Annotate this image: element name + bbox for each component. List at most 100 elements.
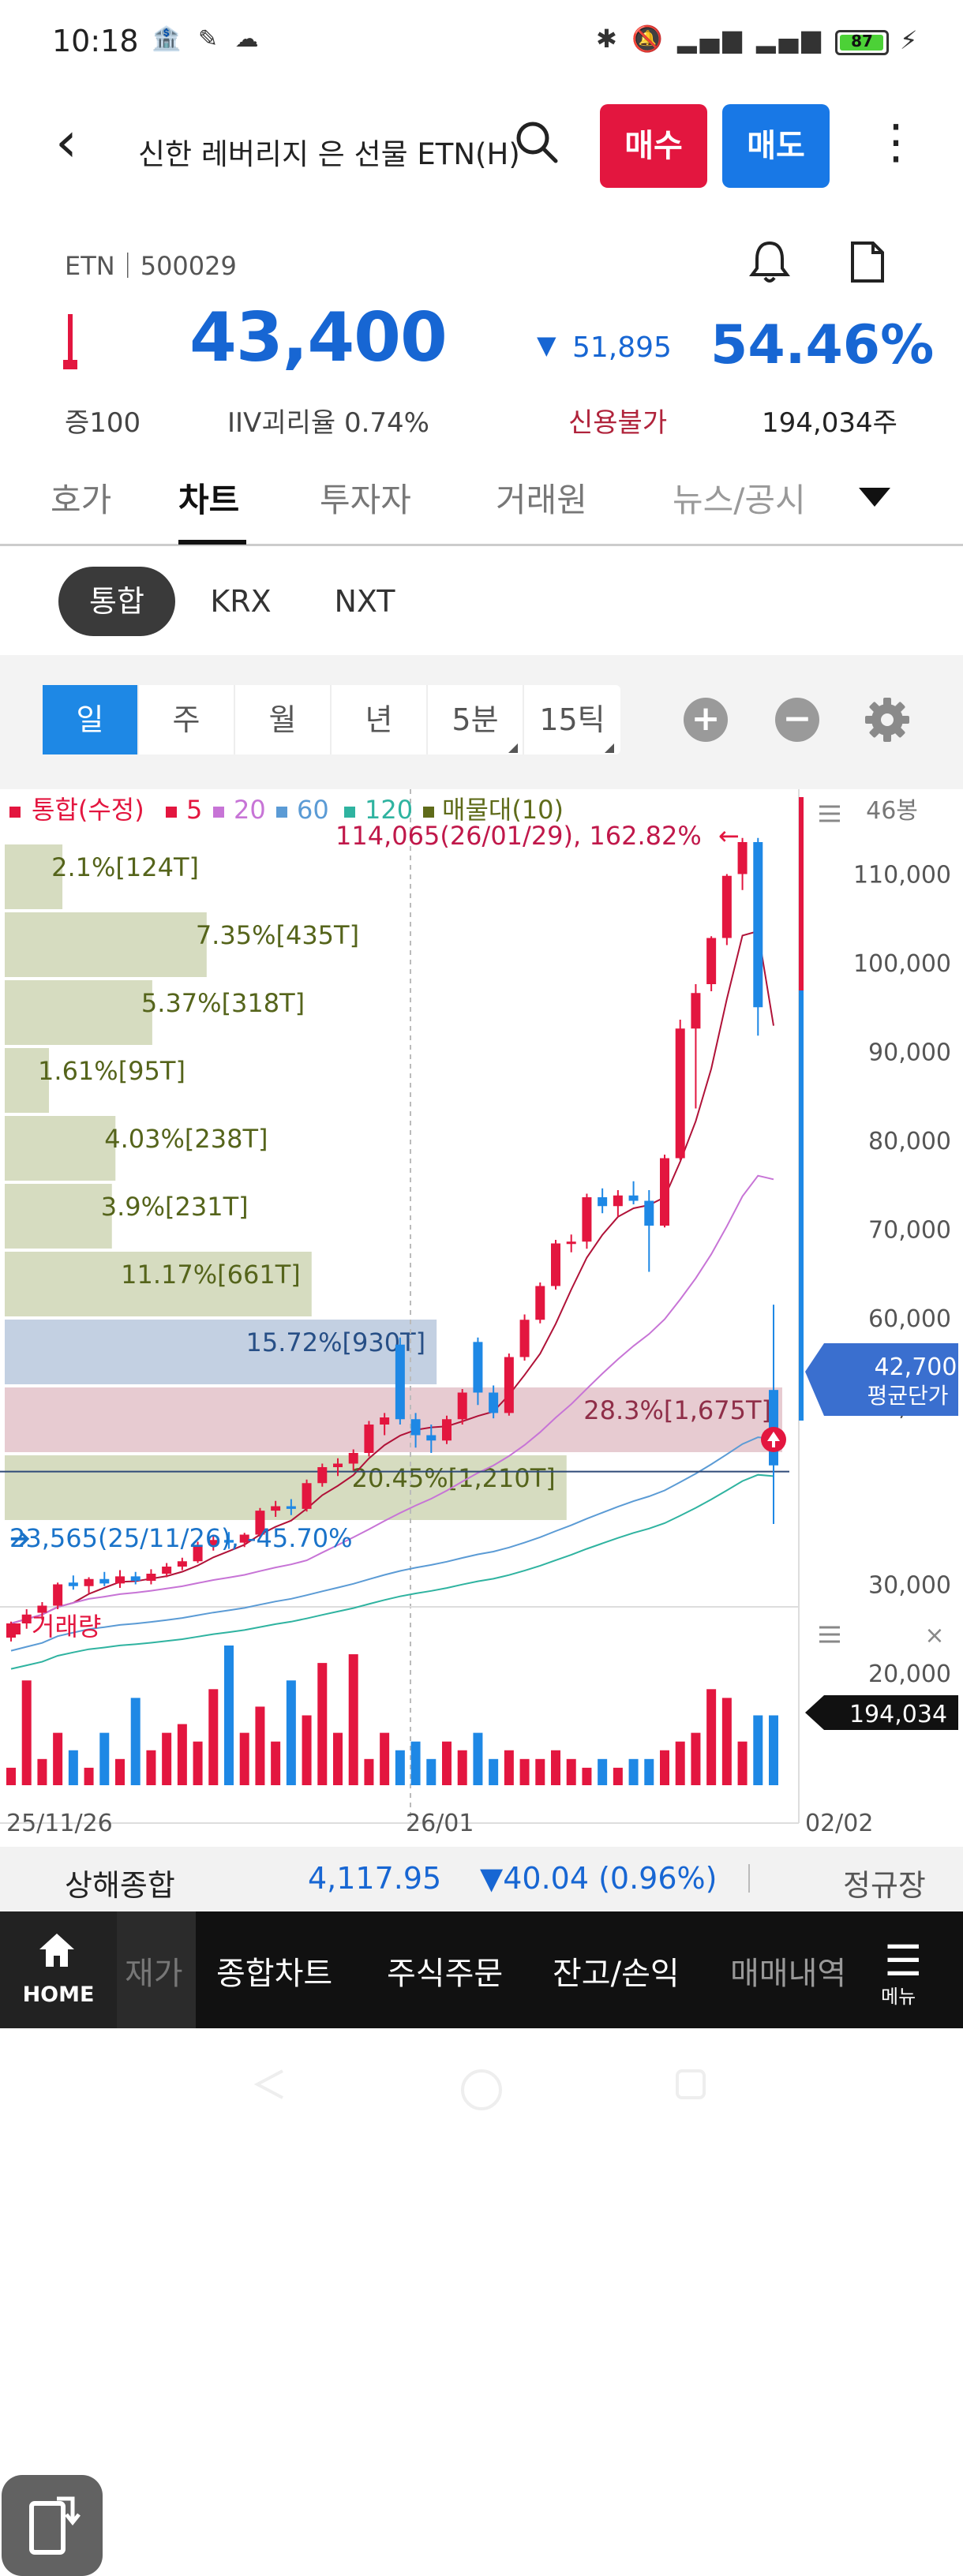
volume-bar: [753, 1715, 763, 1785]
nav-item-balance[interactable]: 잔고/손익: [553, 1956, 680, 1992]
period-5min[interactable]: 5분: [428, 685, 524, 754]
tab-broker[interactable]: 거래원: [496, 481, 587, 519]
candle-body: [504, 1357, 514, 1413]
back-icon[interactable]: ‹: [55, 110, 77, 174]
y-axis-tick: 90,000: [868, 1039, 951, 1067]
chart-canvas[interactable]: 2.1%[124T] 7.35%[435T] 5.37%[318T] 1.61%[95…: [0, 789, 963, 1847]
market-nxt[interactable]: NXT: [334, 584, 395, 619]
volume-profile-band: [5, 1116, 116, 1181]
change-rate: 54.46%: [710, 314, 935, 376]
price-chart[interactable]: 2.1%[124T] 7.35%[435T] 5.37%[318T] 1.61%[95…: [0, 789, 963, 2576]
trade-volume: 194,034주: [762, 407, 897, 439]
candle-body: [271, 1506, 281, 1511]
y-axis-tick: 100,000: [853, 950, 951, 978]
more-icon[interactable]: ⋮: [872, 114, 920, 170]
divider: [748, 1864, 750, 1893]
status-bar: 10:18 🏦 ✎ ☁ ✱ 🔕 ▂▄▆ ▂▄▆ ◔ 87 ⚡: [0, 0, 963, 87]
candle-body: [84, 1578, 94, 1586]
sell-button[interactable]: 매도: [722, 104, 830, 188]
system-back-icon[interactable]: [251, 2066, 287, 2102]
candle-body: [21, 1614, 32, 1623]
volume-bar: [317, 1663, 328, 1785]
volume-bar: [380, 1732, 390, 1785]
candle-count: 46봉: [866, 797, 918, 825]
market-integrated[interactable]: 통합: [58, 567, 175, 636]
legend-ma20: 20: [234, 795, 266, 825]
quote-summary: ETN｜500029 43,400 ▼ 51,895 54.46% 증100 I…: [0, 229, 963, 450]
max-arrow-icon: ←: [718, 821, 740, 851]
nav-home[interactable]: HOME: [0, 1911, 117, 2028]
y-axis-tick: 30,000: [868, 1572, 951, 1600]
period-year[interactable]: 년: [332, 685, 428, 754]
index-summary-bar[interactable]: 상해종합 4,117.95 ▼40.04 (0.96%) 정규장: [0, 1847, 963, 1911]
ma60-line: [10, 1436, 774, 1652]
volume-bar: [442, 1741, 452, 1785]
period-week[interactable]: 주: [139, 685, 235, 754]
candle-body: [302, 1483, 312, 1509]
nav-menu[interactable]: ☰ 메뉴: [881, 1936, 923, 2008]
tab-chart[interactable]: 차트: [178, 481, 240, 519]
volume-bar: [628, 1758, 639, 1785]
system-recents-icon[interactable]: [673, 2066, 709, 2102]
bell-icon[interactable]: [746, 238, 793, 286]
tab-news[interactable]: 뉴스/공시: [673, 481, 806, 519]
volume-bar: [348, 1654, 358, 1785]
buy-button[interactable]: 매수: [600, 104, 707, 188]
period-day[interactable]: 일: [43, 685, 139, 754]
y-axis-tick: 60,000: [868, 1305, 951, 1333]
volume-close-icon[interactable]: ×: [924, 1622, 944, 1649]
floating-rotate-button[interactable]: [2, 2475, 103, 2576]
period-month[interactable]: 월: [235, 685, 332, 754]
notification-icons: 🏦 ✎ ☁: [152, 25, 264, 53]
tab-investor[interactable]: 투자자: [320, 481, 411, 519]
volume-bar: [271, 1741, 281, 1785]
volume-profile-label: 2.1%[124T]: [51, 852, 199, 882]
volume-bar: [598, 1758, 608, 1785]
document-icon[interactable]: [843, 238, 890, 286]
search-icon[interactable]: [513, 118, 560, 166]
volume-value-marker: 194,034: [805, 1695, 958, 1730]
volume-title: 거래량: [32, 1612, 101, 1642]
candle-body: [255, 1511, 265, 1535]
nav-item-history[interactable]: 매매내역: [730, 1956, 847, 1992]
candle-body: [551, 1243, 560, 1286]
zoom-out-icon[interactable]: −: [775, 698, 819, 742]
period-segment: [43, 685, 620, 754]
tab-dropdown-icon[interactable]: [859, 488, 890, 507]
page-title: 신한 레버리지 은 선물 ETN(H): [138, 137, 520, 171]
candle-body: [333, 1463, 343, 1467]
volume-menu-icon[interactable]: [819, 1626, 840, 1643]
y-axis-tick: 110,000: [853, 862, 951, 889]
nav-item-order[interactable]: 주식주문: [387, 1956, 504, 1992]
market-krx[interactable]: KRX: [210, 584, 272, 619]
charging-icon: ⚡: [900, 25, 918, 55]
candle-body: [737, 842, 748, 874]
candle-body: [706, 938, 717, 984]
legend-ma120: 120: [365, 795, 413, 825]
system-home-icon[interactable]: [458, 2066, 505, 2114]
volume-profile-band: [5, 1048, 50, 1113]
min-arrow-icon: ➔: [9, 1523, 31, 1553]
period-toolbar: 일 주 월 년 5분 15틱 + −: [0, 655, 963, 789]
candle-body: [582, 1197, 592, 1242]
volume-bar: [333, 1732, 343, 1785]
candle-body: [37, 1605, 47, 1613]
volume-bar: [302, 1715, 312, 1785]
volume-bar: [660, 1750, 669, 1785]
chart-menu-icon[interactable]: [819, 805, 840, 822]
candle-body: [317, 1467, 328, 1484]
volume-profile-label: 5.37%[318T]: [141, 988, 305, 1018]
zoom-in-icon[interactable]: +: [684, 698, 728, 742]
period-15tick[interactable]: 15틱: [539, 702, 605, 737]
nav-item-1[interactable]: 재가: [125, 1956, 183, 1992]
volume-bar: [146, 1750, 156, 1785]
tab-orderbook[interactable]: 호가: [51, 481, 112, 519]
clock: 10:18: [52, 24, 139, 58]
settings-gear-icon[interactable]: [864, 696, 911, 743]
bottom-navigation: HOME 재가 종합차트 주식주문 잔고/손익 매매내역 ☰ 메뉴: [0, 1911, 963, 2028]
nav-item-chart[interactable]: 종합차트: [216, 1956, 333, 1992]
market-selector: 통합 KRX NXT: [0, 552, 963, 647]
tab-underline: [178, 540, 246, 545]
volume-bar: [286, 1680, 296, 1785]
volume-bar: [177, 1724, 187, 1785]
